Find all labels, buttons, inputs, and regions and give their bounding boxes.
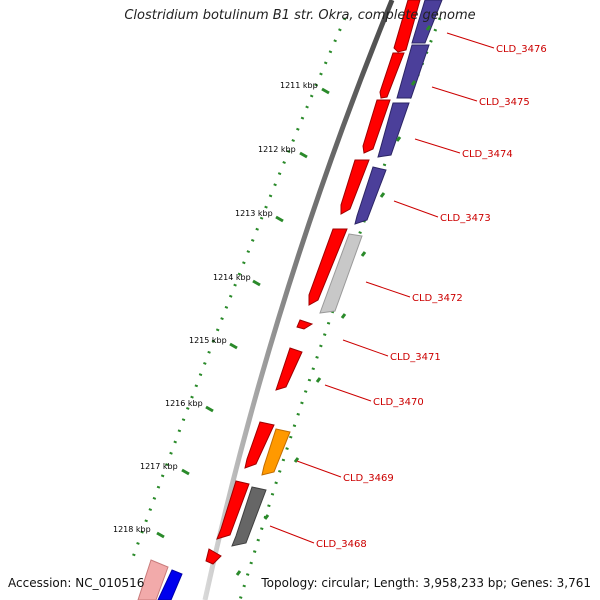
kbp-tick-mark (275, 215, 284, 223)
map-title: Clostridium botulinum B1 str. Okra, comp… (124, 8, 476, 23)
gene-label[interactable]: CLD_3470 (373, 397, 424, 408)
tick-mark (235, 570, 242, 576)
gene-reverse-5[interactable] (319, 233, 363, 314)
gene-forward-3[interactable] (362, 99, 391, 154)
genome-backbone (202, 0, 395, 600)
accession-text: Accession: NC_010516 (8, 576, 145, 590)
tick-mark (360, 251, 367, 257)
gene-leader-lines (269, 32, 495, 544)
leader-line (414, 138, 461, 154)
leader-line (296, 460, 342, 478)
gene-forward-8[interactable] (244, 421, 275, 469)
gene-forward-11[interactable] (137, 559, 169, 600)
tick-mark (315, 377, 322, 383)
kbp-tick-mark (299, 151, 308, 159)
leader-line (324, 384, 372, 402)
kbp-labels: 1211 kbp 1212 kbp 1213 kbp 1214 kbp 1215… (113, 81, 318, 534)
kbp-tick-mark (321, 87, 330, 95)
gene-forward-6[interactable] (296, 319, 314, 330)
outer-dotted-arc (238, 17, 442, 600)
kbp-label: 1213 kbp (235, 209, 273, 218)
tick-mark (379, 192, 386, 198)
outer-tick-marks (235, 25, 432, 576)
gene-forward-9[interactable] (216, 480, 250, 540)
gene-label[interactable]: CLD_3469 (343, 473, 394, 484)
gene-reverse-7[interactable] (231, 486, 267, 547)
gene-reverse-6[interactable] (261, 428, 291, 476)
leader-line (365, 281, 411, 298)
leader-line (269, 525, 315, 544)
kbp-tick-mark (181, 468, 190, 476)
tick-mark (293, 457, 300, 463)
kbp-label: 1215 kbp (189, 336, 227, 345)
kbp-label: 1211 kbp (280, 81, 318, 90)
topology-text: Topology: circular; Length: 3,958,233 bp… (261, 576, 591, 590)
reverse-strand-genes (231, 0, 443, 547)
tick-mark (410, 80, 417, 86)
kbp-scale-ticks (156, 87, 330, 539)
kbp-label: 1214 kbp (213, 273, 251, 282)
kbp-label: 1216 kbp (165, 399, 203, 408)
gene-reverse-3[interactable] (377, 102, 410, 158)
gene-label[interactable]: CLD_3472 (412, 293, 463, 304)
gene-label[interactable]: CLD_3475 (479, 97, 530, 108)
leader-line (393, 200, 439, 218)
gene-forward-1[interactable] (393, 0, 421, 53)
gene-label[interactable]: CLD_3473 (440, 213, 491, 224)
forward-strand-genes (137, 0, 421, 600)
kbp-tick-mark (205, 405, 214, 413)
gene-forward-10[interactable] (205, 548, 222, 565)
kbp-tick-mark (229, 342, 238, 350)
kbp-label: 1212 kbp (258, 145, 296, 154)
gene-label[interactable]: CLD_3474 (462, 149, 513, 160)
tick-mark (425, 25, 432, 31)
leader-line (431, 86, 478, 102)
tick-mark (340, 313, 347, 319)
gene-label[interactable]: CLD_3468 (316, 539, 367, 550)
gene-reverse-1[interactable] (411, 0, 443, 44)
gene-forward-12[interactable] (157, 569, 183, 600)
leader-line (446, 32, 495, 49)
gene-forward-5[interactable] (308, 228, 348, 306)
kbp-label: 1218 kbp (113, 525, 151, 534)
gene-reverse-4[interactable] (354, 166, 387, 225)
leader-line (342, 339, 389, 357)
gene-forward-2[interactable] (379, 52, 405, 99)
gene-forward-7[interactable] (275, 347, 303, 391)
gene-label[interactable]: CLD_3471 (390, 352, 441, 363)
kbp-tick-mark (156, 531, 165, 539)
gene-labels: CLD_3476 CLD_3475 CLD_3474 CLD_3473 CLD_… (316, 44, 547, 550)
scale-arc (130, 17, 347, 561)
gene-reverse-2[interactable] (396, 44, 430, 99)
tick-mark (395, 136, 402, 142)
kbp-label: 1217 kbp (140, 462, 178, 471)
gene-forward-4[interactable] (340, 159, 370, 215)
gene-label[interactable]: CLD_3476 (496, 44, 547, 55)
kbp-tick-mark (252, 279, 261, 287)
tick-mark (263, 514, 270, 520)
